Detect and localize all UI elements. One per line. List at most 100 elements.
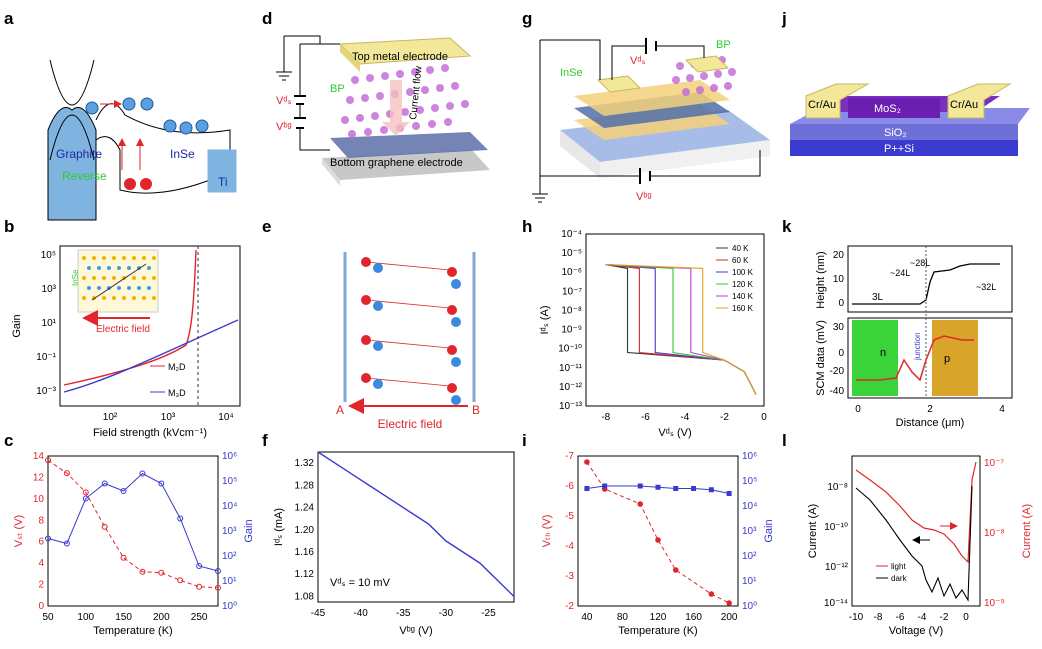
carrier-path [365, 299, 451, 309]
label-n: n [880, 347, 886, 359]
legend-entry: 140 K [732, 292, 754, 301]
legend-m2d: M₂D [168, 362, 186, 372]
panel-f-annotation: Vᵈₛ = 10 mV [330, 577, 391, 589]
panel-h-ylabel: Iᵈₛ (A) [539, 305, 551, 334]
panel-i-chart: Vₜₕ (V) Gain Temperature (K) -7 -6 -5 -4 -3 -… [541, 451, 775, 637]
hole-carrier [361, 373, 371, 383]
panel-l-ytick-left: 10⁻¹² [825, 562, 849, 573]
panel-b-xtick: 10² [103, 412, 118, 423]
electron-row [85, 97, 209, 135]
panel-l-ylabel-left: Current (A) [807, 504, 819, 558]
gain-series-line [47, 472, 219, 572]
gain-point [602, 483, 608, 489]
dark-curve [855, 485, 973, 602]
bottom-graphene [330, 132, 488, 158]
panel-h-ytick: 10⁻¹⁰ [558, 344, 582, 355]
panel-e-arrow-label: Electric field [378, 417, 443, 431]
ti-label: Ti [218, 175, 228, 189]
legend-light: light [891, 562, 906, 571]
panel-b-xtick: 10³ [161, 412, 176, 423]
panel-b-ytick: 10⁻³ [36, 386, 56, 397]
electron-carrier [373, 301, 383, 311]
panel-h-xtick: -4 [680, 412, 689, 423]
legend-entry: 40 K [732, 244, 749, 253]
panel-c-xtick: 150 [115, 612, 132, 623]
substrate [322, 150, 490, 180]
panel-k-ytick-top: 10 [833, 274, 845, 285]
panel-f-xtick: -35 [396, 608, 411, 619]
panel-b-ytick: 10⁵ [41, 250, 56, 261]
vst-point [158, 569, 165, 576]
panel-k-ytick-bottom: 30 [833, 322, 845, 333]
panel-h-ytick: 10⁻¹³ [559, 401, 583, 412]
label-junction: junction [913, 332, 922, 361]
panel-k-ytick-top: 20 [833, 250, 845, 261]
panel-f-xlabel: Vᵇᵍ (V) [399, 625, 432, 637]
hole-carrier [361, 335, 371, 345]
panel-c-ytick-left: 10 [33, 494, 45, 505]
panel-i-ylabel-right: Gain [763, 519, 775, 542]
panel-c-ytick-left: 0 [38, 601, 44, 612]
psi-label: P++Si [884, 143, 914, 155]
psi-layer [790, 140, 1018, 156]
panel-e-schematic: A B Electric field [336, 252, 480, 431]
panel-i-ytick-right: 10⁵ [742, 476, 757, 487]
panel-b-arrow-label: Electric field [96, 324, 150, 335]
panel-l-ytick-right: 10⁻⁷ [984, 458, 1004, 469]
panel-label-i: i [522, 431, 527, 450]
panel-h-xtick: -2 [720, 412, 729, 423]
vth-point [637, 501, 644, 507]
panel-c-ytick-left: 8 [38, 515, 44, 526]
panel-i-ytick-right: 10³ [742, 526, 757, 537]
vst-point [196, 583, 203, 590]
vbg-label: Vᵇᵍ [636, 191, 652, 203]
graphite-region [47, 107, 97, 221]
carrier-path [365, 339, 451, 349]
vth-point [708, 591, 715, 597]
n-region [852, 320, 898, 396]
panel-b-ytick: 10³ [42, 284, 57, 295]
panel-f-ytick: 1.16 [295, 547, 315, 558]
lattice-dots-yellow [82, 256, 156, 300]
vst-point [177, 577, 184, 584]
panel-b-gain-chart: Gain Field strength (kVcm⁻¹) 10⁵ 10³ 10¹… [11, 245, 241, 439]
panel-l-xtick: -2 [940, 612, 949, 623]
bp-label: BP [330, 83, 345, 95]
height-profile [852, 263, 1000, 305]
reverse-label: Reverse [62, 169, 107, 183]
panel-h-ytick: 10⁻⁵ [561, 248, 582, 259]
panel-b-xtick: 10⁴ [218, 412, 233, 423]
panel-b-ylabel: Gain [11, 314, 23, 337]
panel-c-ytick-right: 10⁵ [222, 476, 237, 487]
panel-c-chart: Vₛₜ (V) Gain Temperature (K) 14121086420… [13, 451, 255, 637]
legend-entry: 100 K [732, 268, 754, 277]
panel-i-ytick-right: 10⁶ [742, 451, 757, 462]
panel-k-xtick: 2 [927, 404, 933, 415]
panel-c-ytick-left: 4 [38, 558, 44, 569]
gain-point [101, 480, 108, 487]
panel-k-ytick-bottom: -20 [830, 366, 845, 377]
legend-entry: 60 K [732, 256, 749, 265]
crau-right-label: Cr/Au [950, 99, 978, 111]
panel-f-xtick: -45 [311, 608, 326, 619]
panel-c-xtick: 100 [77, 612, 94, 623]
panel-label-e: e [262, 217, 271, 236]
gain-point [691, 486, 697, 491]
bp-label: BP [716, 39, 731, 51]
panel-i-ytick-left: -4 [565, 541, 574, 552]
graphite-cone-lower [49, 114, 95, 161]
gain-point [584, 486, 590, 491]
vth-point [726, 600, 732, 606]
panel-h-ytick: 10⁻¹² [559, 382, 583, 393]
panel-i-ytick-left: -6 [565, 481, 574, 492]
panel-label-a: a [4, 9, 14, 28]
panel-b-ytick: 10¹ [42, 318, 57, 329]
vst-point [63, 470, 70, 477]
hole-carrier [447, 345, 457, 355]
panel-k-ytick-bottom: -40 [830, 386, 845, 397]
bottom-electrode-label: Bottom graphene electrode [330, 157, 463, 169]
panel-i-xtick: 40 [581, 612, 593, 623]
panel-label-k: k [782, 217, 792, 236]
contact-right [947, 83, 1012, 119]
